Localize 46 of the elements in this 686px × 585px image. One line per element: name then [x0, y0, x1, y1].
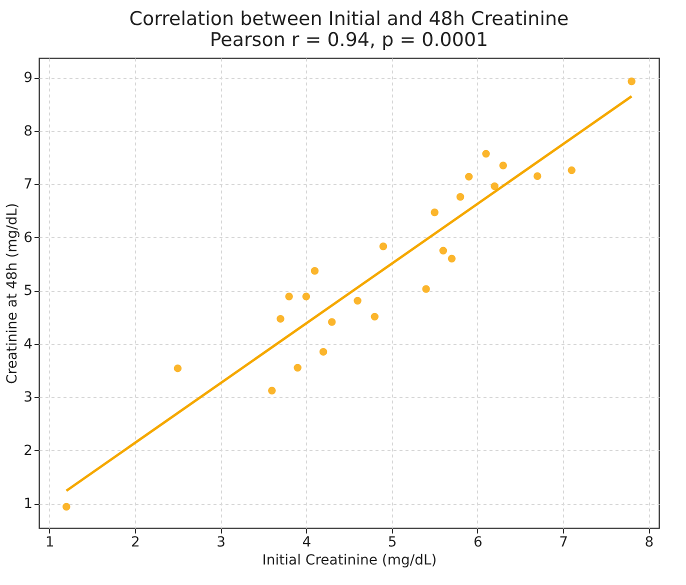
point [268, 386, 276, 395]
y-tick-label: 8 [24, 123, 32, 140]
point [310, 267, 319, 275]
chart-title: Correlation between Initial and 48h Creatinine [129, 8, 569, 30]
y-axis-title: Creatinine at 48h (mg/dL) [4, 202, 21, 384]
point [439, 246, 448, 255]
x-tick-label: 5 [388, 534, 397, 550]
point [534, 172, 542, 180]
y-tick-label: 5 [24, 283, 32, 300]
point [568, 166, 576, 174]
point [456, 193, 464, 201]
point [628, 78, 636, 86]
y-tick-label: 1 [24, 496, 32, 512]
point [465, 172, 473, 181]
point [499, 162, 508, 170]
x-tick-label: 2 [130, 534, 140, 550]
y-tick-label: 9 [24, 70, 32, 86]
chart-subtitle: Pearson r = 0.94, p = 0.0001 [210, 29, 488, 51]
x-axis-title: Initial Creatinine (mg/dL) [262, 552, 437, 568]
point [285, 292, 293, 300]
point [302, 292, 310, 300]
point [370, 312, 379, 321]
point [430, 208, 439, 216]
x-tick-label: 7 [559, 534, 568, 550]
point [482, 150, 490, 158]
y-tick-label: 3 [24, 390, 32, 406]
point [174, 364, 182, 372]
point [328, 318, 336, 326]
point [62, 502, 70, 511]
point [379, 242, 388, 250]
x-tick-label: 3 [216, 534, 226, 550]
x-tick-label: 1 [45, 534, 54, 550]
point [422, 285, 430, 293]
point [448, 254, 456, 263]
point [490, 182, 498, 190]
y-tick-label: 7 [24, 176, 32, 193]
y-tick-label: 2 [24, 442, 32, 459]
x-tick-label: 4 [302, 534, 312, 550]
y-tick-label: 4 [24, 336, 33, 352]
point [319, 348, 328, 356]
x-tick-label: 6 [473, 534, 482, 550]
point [294, 364, 302, 372]
y-tick-label: 6 [24, 230, 33, 246]
point [276, 314, 284, 323]
x-tick-label: 8 [644, 534, 654, 550]
point [354, 296, 362, 305]
